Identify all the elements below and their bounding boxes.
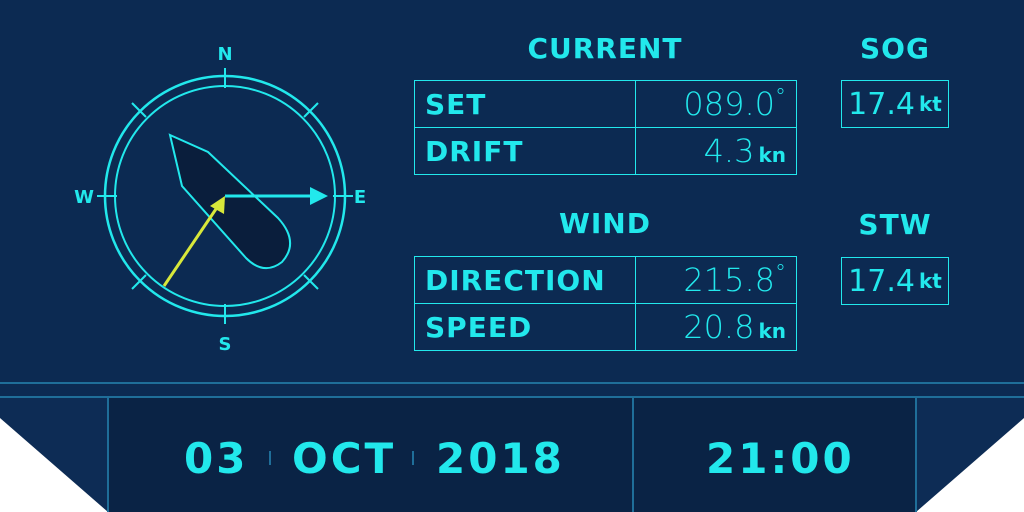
wind-title: WIND <box>559 207 651 240</box>
footer-day: 03 <box>184 434 249 483</box>
drift-unit: kn <box>758 143 786 167</box>
stw-title: STW <box>858 208 932 241</box>
sog-unit: kt <box>918 92 942 116</box>
footer-month: OCT <box>292 434 397 483</box>
speed-label: SPEED <box>414 303 636 351</box>
stw-value: 17.4 <box>848 263 915 299</box>
stw-unit: kt <box>918 269 942 293</box>
footer-separator-1 <box>269 451 271 465</box>
set-value-cell: 089.0° <box>635 80 797 128</box>
compass-west-label: W <box>74 187 94 208</box>
speed-value: 20.8 <box>683 308 755 346</box>
wind-direction-row: DIRECTION 215.8° <box>414 256 797 304</box>
direction-value: 215.8 <box>683 261 775 299</box>
footer-year: 2018 <box>436 434 565 483</box>
set-label: SET <box>414 80 636 128</box>
direction-label: DIRECTION <box>414 256 636 304</box>
sog-title: SOG <box>860 32 930 65</box>
speed-unit: kn <box>758 319 786 343</box>
sog-box: 17.4 kt <box>841 80 949 128</box>
direction-value-cell: 215.8° <box>635 256 797 304</box>
set-unit: ° <box>775 85 786 110</box>
set-value: 089.0 <box>683 85 775 123</box>
stw-box: 17.4 kt <box>841 257 949 305</box>
current-set-row: SET 089.0° <box>414 80 797 128</box>
drift-value: 4.3 <box>703 132 755 170</box>
footer-frame <box>0 396 1024 512</box>
footer-time: 21:00 <box>706 434 855 483</box>
speed-value-cell: 20.8 kn <box>635 303 797 351</box>
drift-label: DRIFT <box>414 127 636 175</box>
compass: N S W E <box>74 44 366 355</box>
footer-separator-2 <box>412 451 414 465</box>
current-title: CURRENT <box>527 32 683 65</box>
compass-north-label: N <box>217 44 232 65</box>
footer-bar <box>0 396 1024 512</box>
compass-east-label: E <box>354 187 366 208</box>
current-table: SET 089.0° DRIFT 4.3 kn <box>414 80 797 175</box>
drift-value-cell: 4.3 kn <box>635 127 797 175</box>
current-arrow-icon <box>225 187 328 205</box>
divider-top <box>0 382 1024 384</box>
boat-hull-icon <box>168 133 291 269</box>
sog-value: 17.4 <box>848 86 915 122</box>
wind-arrow-icon <box>162 196 225 287</box>
compass-south-label: S <box>219 334 232 355</box>
direction-unit: ° <box>775 261 786 286</box>
wind-table: DIRECTION 215.8° SPEED 20.8 kn <box>414 256 797 351</box>
wind-speed-row: SPEED 20.8 kn <box>414 303 797 351</box>
current-drift-row: DRIFT 4.3 kn <box>414 127 797 175</box>
